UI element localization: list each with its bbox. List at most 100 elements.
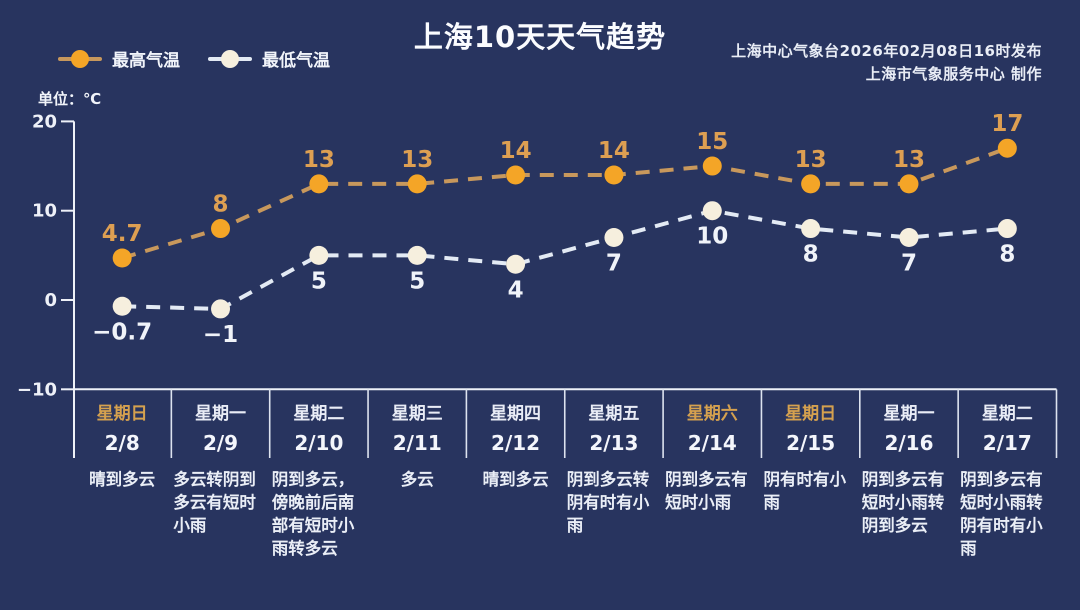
y-tick-label: 0 xyxy=(44,290,57,311)
weekday-label: 星期三 xyxy=(391,404,443,424)
low-temp-value-label: 8 xyxy=(999,242,1015,268)
weather-description: 晴到多云 xyxy=(482,470,549,489)
page-title: 上海10天天气趋势 xyxy=(413,20,667,54)
day-column: 星期三 2/11 多云 xyxy=(370,396,464,491)
y-tick-label: −10 xyxy=(17,379,57,400)
low-temp-line xyxy=(122,208,1008,311)
high-temp-legend-marker-icon xyxy=(58,49,102,68)
day-column: 星期二 2/10 阴到多云，傍晚前后南部有短时小雨转多云 xyxy=(272,396,366,560)
low-temp-value-label: 7 xyxy=(901,250,917,276)
low-temp-point xyxy=(997,219,1017,239)
high-temp-point xyxy=(899,174,919,194)
high-temp-line xyxy=(121,146,1009,260)
high-temp-point xyxy=(506,165,526,185)
date-label: 2/12 xyxy=(491,431,541,455)
low-temp-value-label: 4 xyxy=(508,277,524,303)
legend-label-high: 最高气温 xyxy=(112,51,180,71)
weekday-label: 星期四 xyxy=(490,404,542,424)
high-temp-point xyxy=(801,174,821,194)
date-label: 2/10 xyxy=(294,431,344,455)
day-column: 星期四 2/12 晴到多云 xyxy=(468,396,562,491)
low-temp-point xyxy=(801,219,821,239)
legend-item-high: 最高气温 xyxy=(58,46,180,71)
day-column: 星期一 2/16 阴到多云有短时小雨转阴到多云 xyxy=(862,396,956,537)
weekday-label: 星期一 xyxy=(195,404,247,424)
weekday-label: 星期日 xyxy=(96,404,148,424)
low-temp-legend-marker-icon xyxy=(208,49,252,68)
high-temp-value-label: 13 xyxy=(893,147,925,173)
day-column: 星期日 2/15 阴有时有小雨 xyxy=(763,396,857,514)
high-temp-value-label: 17 xyxy=(991,111,1023,137)
date-label: 2/14 xyxy=(687,431,737,455)
low-temp-value-label: 7 xyxy=(606,250,622,276)
chart-legend: 最高气温 最低气温 xyxy=(58,46,330,71)
high-temp-point xyxy=(997,138,1017,158)
day-column: 星期六 2/14 阴到多云有短时小雨 xyxy=(665,396,759,514)
weather-description: 晴到多云 xyxy=(89,470,156,489)
high-temp-value-label: 4.7 xyxy=(102,221,143,247)
legend-label-low: 最低气温 xyxy=(262,51,330,71)
y-tick-label: 10 xyxy=(32,201,57,222)
publisher-line1: 上海中心气象台2026年02月08日16时发布 xyxy=(731,42,1042,60)
weather-description: 阴到多云转阴有时有小雨 xyxy=(566,470,650,535)
weekday-label: 星期六 xyxy=(686,404,738,424)
low-temp-value-label: 5 xyxy=(409,268,425,294)
low-temp-point xyxy=(899,227,919,247)
publisher-line2: 上海市气象服务中心 制作 xyxy=(865,65,1042,83)
high-temp-value-label: 8 xyxy=(213,192,229,218)
date-label: 2/16 xyxy=(884,431,934,455)
high-temp-value-label: 13 xyxy=(401,147,433,173)
publisher-info: 上海中心气象台2026年02月08日16时发布 上海市气象服务中心 制作 xyxy=(731,40,1042,86)
high-temp-value-label: 15 xyxy=(696,129,728,155)
date-label: 2/11 xyxy=(392,431,442,455)
low-temp-point xyxy=(211,299,231,319)
low-temp-point xyxy=(506,254,526,274)
high-temp-point xyxy=(112,248,132,268)
high-temp-point xyxy=(211,219,231,239)
date-label: 2/8 xyxy=(104,431,140,455)
low-temp-value-label: 8 xyxy=(803,242,819,268)
weekday-label: 星期二 xyxy=(981,404,1033,424)
low-temp-point xyxy=(604,227,624,247)
date-label: 2/17 xyxy=(982,431,1032,455)
date-label: 2/13 xyxy=(589,431,639,455)
high-temp-value-label: 13 xyxy=(795,147,827,173)
weather-description: 多云转阴到多云有短时小雨 xyxy=(173,470,256,535)
weather-description: 阴有时有小雨 xyxy=(763,470,846,512)
day-column: 星期二 2/17 阴到多云有短时小雨转阴有时有小雨 xyxy=(960,396,1054,560)
low-temp-point xyxy=(407,245,427,265)
low-temp-point xyxy=(112,296,132,316)
legend-item-low: 最低气温 xyxy=(208,46,330,71)
day-column: 星期五 2/13 阴到多云转阴有时有小雨 xyxy=(567,396,661,537)
weather-description: 阴到多云有短时小雨转阴有时有小雨 xyxy=(960,470,1043,558)
weekday-label: 星期二 xyxy=(293,404,345,424)
low-temp-value-label: −0.7 xyxy=(92,319,152,345)
high-temp-value-label: 13 xyxy=(303,147,335,173)
high-temp-value-label: 14 xyxy=(598,138,630,164)
low-temp-value-label: 10 xyxy=(696,224,728,250)
y-tick-label: 20 xyxy=(32,111,57,132)
high-temp-point xyxy=(407,174,427,194)
unit-label: 单位：℃ xyxy=(38,90,102,108)
low-temp-value-label: −1 xyxy=(203,322,238,348)
weekday-label: 星期一 xyxy=(883,404,935,424)
weather-description: 阴到多云，傍晚前后南部有短时小雨转多云 xyxy=(271,470,355,558)
day-column: 星期日 2/8 晴到多云 xyxy=(75,396,169,491)
day-column: 星期一 2/9 多云转阴到多云有短时小雨 xyxy=(173,396,267,537)
low-temp-value-label: 5 xyxy=(311,268,327,294)
high-temp-point xyxy=(702,156,722,176)
weather-description: 多云 xyxy=(400,470,434,489)
date-label: 2/9 xyxy=(202,431,239,455)
weather-description: 阴到多云有短时小雨转阴到多云 xyxy=(861,470,945,535)
weekday-label: 星期日 xyxy=(785,404,837,424)
weather-description: 阴到多云有短时小雨 xyxy=(665,470,748,512)
high-temp-point xyxy=(604,165,624,185)
date-label: 2/15 xyxy=(786,431,836,455)
weekday-label: 星期五 xyxy=(588,404,640,424)
high-temp-value-label: 14 xyxy=(500,138,532,164)
low-temp-point xyxy=(702,201,722,221)
high-temp-point xyxy=(309,174,329,194)
low-temp-point xyxy=(309,245,329,265)
